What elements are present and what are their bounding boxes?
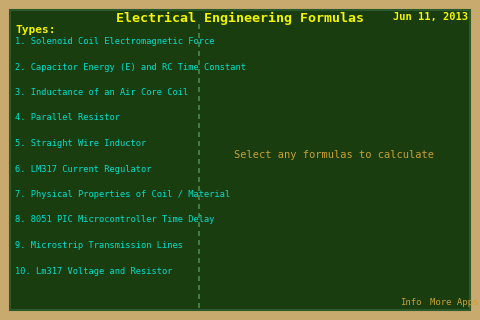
- Text: Electrical Engineering Formulas: Electrical Engineering Formulas: [116, 12, 364, 25]
- Text: 7. Physical Properties of Coil / Material: 7. Physical Properties of Coil / Materia…: [15, 190, 230, 199]
- Text: 6. LM317 Current Regulator: 6. LM317 Current Regulator: [15, 164, 152, 173]
- Text: 5. Straight Wire Inductor: 5. Straight Wire Inductor: [15, 139, 146, 148]
- Text: 1. Solenoid Coil Electromagnetic Force: 1. Solenoid Coil Electromagnetic Force: [15, 37, 215, 46]
- Text: 10. Lm317 Voltage and Resistor: 10. Lm317 Voltage and Resistor: [15, 267, 172, 276]
- Text: Jun 11, 2013: Jun 11, 2013: [393, 12, 468, 22]
- Text: More Apps: More Apps: [430, 298, 479, 307]
- Text: Info: Info: [400, 298, 421, 307]
- Text: 9. Microstrip Transmission Lines: 9. Microstrip Transmission Lines: [15, 241, 183, 250]
- Text: 3. Inductance of an Air Core Coil: 3. Inductance of an Air Core Coil: [15, 88, 188, 97]
- FancyBboxPatch shape: [10, 10, 470, 310]
- Text: 8. 8051 PIC Microcontroller Time Delay: 8. 8051 PIC Microcontroller Time Delay: [15, 215, 215, 225]
- Text: 4. Parallel Resistor: 4. Parallel Resistor: [15, 114, 120, 123]
- Text: Select any formulas to calculate: Select any formulas to calculate: [235, 150, 434, 160]
- Text: Types:: Types:: [15, 25, 56, 35]
- Text: 2. Capacitor Energy (E) and RC Time Constant: 2. Capacitor Energy (E) and RC Time Cons…: [15, 62, 246, 71]
